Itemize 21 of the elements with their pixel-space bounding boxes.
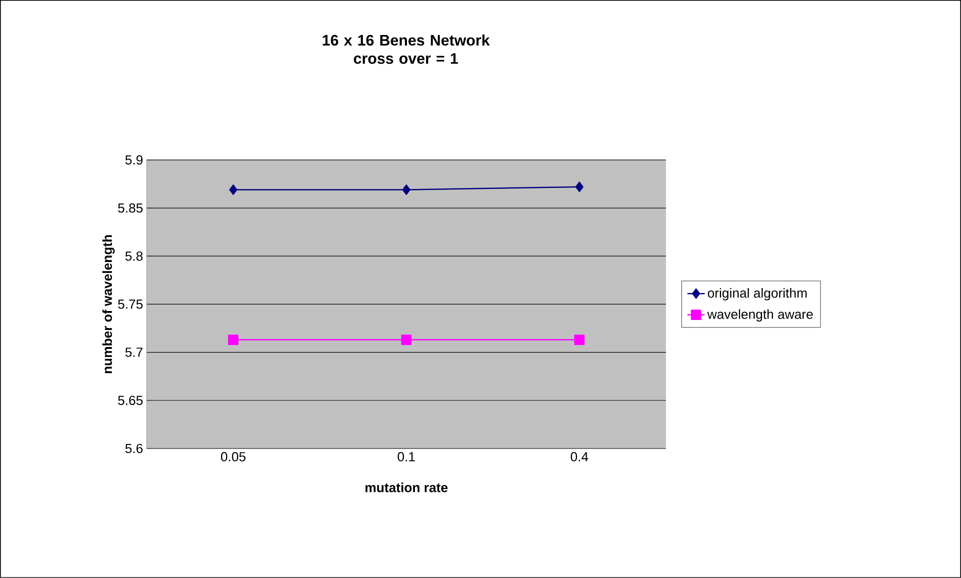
y-tick-label: 5.65 (118, 396, 143, 406)
y-tick-label: 5.9 (125, 155, 143, 165)
x-tick-label: 0.1 (398, 452, 415, 462)
point (402, 184, 410, 195)
point (229, 184, 238, 195)
x-tick-label: 0.4 (570, 452, 588, 462)
y-tick-label: 5.6 (125, 444, 143, 454)
point (228, 334, 238, 345)
legend-label: wavelength aware (707, 309, 813, 322)
y-tick-label: 5.75 (118, 300, 143, 309)
point (574, 334, 585, 345)
legend-label: original algorithm (708, 288, 807, 300)
y-tick-label: 5.7 (125, 348, 142, 357)
x-axis-title: mutation rate (366, 482, 448, 492)
point (401, 334, 412, 345)
y-axis-title: number of wavelength (102, 235, 115, 374)
point (575, 182, 584, 192)
y-tick-label: 5.85 (118, 203, 143, 213)
chart-title: 16 x 16 Benes Network cross over = 1 (322, 34, 490, 64)
y-tick-label: 5.8 (125, 251, 143, 261)
x-tick-label: 0.05 (220, 452, 246, 462)
